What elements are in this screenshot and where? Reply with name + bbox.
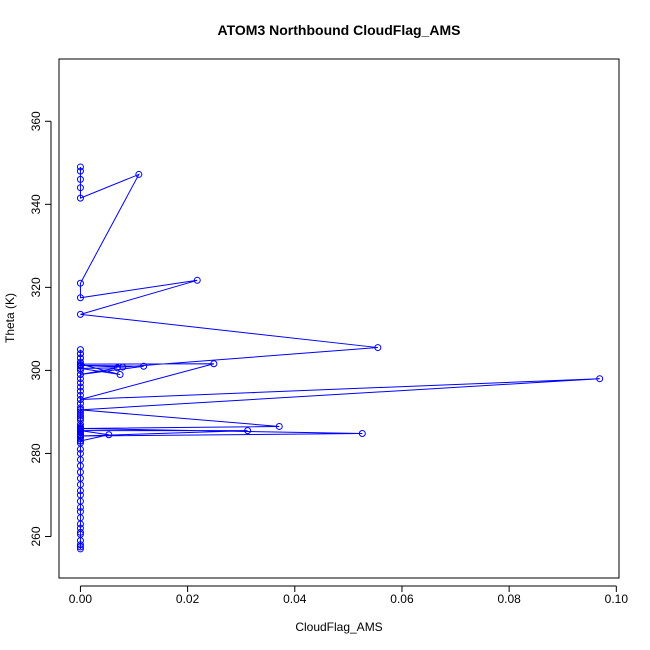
data-point [76, 175, 84, 183]
data-point [210, 360, 218, 368]
data-point [76, 508, 84, 516]
data-point [76, 294, 84, 302]
data-point [76, 391, 84, 399]
data-point [596, 375, 604, 383]
series-line [79, 166, 600, 549]
data-point [76, 361, 84, 369]
data-point [76, 425, 84, 433]
x-tick-label: 0.10 [605, 592, 629, 606]
data-point [76, 541, 84, 549]
data-point [76, 524, 84, 532]
x-axis-label: CloudFlag_AMS [295, 620, 382, 634]
data-point [76, 395, 84, 403]
series-lines [79, 166, 600, 549]
x-tick-label: 0.00 [69, 592, 93, 606]
y-tick-label: 260 [29, 526, 43, 546]
data-point [76, 406, 84, 414]
y-tick-label: 360 [29, 111, 43, 131]
data-point [76, 383, 84, 391]
data-point [76, 387, 84, 395]
data-point [76, 163, 84, 171]
data-point [76, 427, 84, 435]
data-point [374, 344, 382, 352]
data-point [76, 449, 84, 457]
y-tick-label: 340 [29, 194, 43, 214]
chart-title: ATOM3 Northbound CloudFlag_AMS [218, 22, 461, 38]
series-points [76, 163, 604, 553]
data-point [116, 371, 124, 379]
data-point [76, 184, 84, 192]
data-point [140, 362, 148, 370]
data-point [76, 404, 84, 412]
data-point [76, 379, 84, 387]
data-point [244, 427, 252, 435]
data-point [76, 310, 84, 318]
y-tick-label: 280 [29, 443, 43, 463]
data-point [76, 167, 84, 175]
x-tick-label: 0.02 [176, 592, 200, 606]
x-axis: 0.00 0.02 0.04 0.06 0.08 0.10 [69, 585, 629, 606]
data-point [193, 276, 201, 284]
x-tick-label: 0.04 [283, 592, 307, 606]
y-tick-label: 320 [29, 277, 43, 297]
data-point [76, 545, 84, 553]
data-point [76, 437, 84, 445]
data-point [135, 170, 143, 178]
data-point [76, 491, 84, 499]
data-point [105, 431, 113, 439]
x-tick-label: 0.06 [390, 592, 414, 606]
x-tick-label: 0.08 [497, 592, 521, 606]
data-point [76, 528, 84, 536]
data-point [76, 194, 84, 202]
data-point [119, 363, 127, 371]
data-point [358, 430, 366, 438]
y-axis: 260 280 300 320 340 360 [29, 111, 52, 546]
data-point [76, 408, 84, 416]
data-point [113, 364, 121, 372]
data-point [275, 422, 283, 430]
data-point [76, 350, 84, 358]
y-axis-label: Theta (K) [3, 293, 17, 343]
data-point [76, 375, 84, 383]
plot-frame [58, 58, 620, 579]
y-tick-label: 300 [29, 360, 43, 380]
data-point [76, 432, 84, 440]
data-point [76, 279, 84, 287]
data-point [76, 371, 84, 379]
data-point [76, 346, 84, 354]
